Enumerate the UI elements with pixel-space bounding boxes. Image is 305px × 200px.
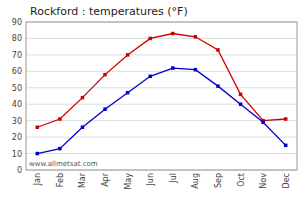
- x-tick-label: Mar: [78, 172, 87, 188]
- y-tick-label: 30: [12, 117, 22, 126]
- point-marker: [103, 73, 107, 77]
- y-tick-label: 10: [12, 150, 22, 159]
- watermark: www.allmetsat.com: [29, 160, 98, 168]
- point-marker: [284, 144, 288, 148]
- y-tick-label: 20: [12, 133, 22, 142]
- grid-line: [26, 54, 297, 55]
- grid-line: [26, 137, 297, 138]
- x-tick-label: Oct: [237, 173, 246, 187]
- point-marker: [36, 125, 40, 129]
- grid-line: [26, 104, 297, 105]
- point-marker: [261, 121, 265, 125]
- series-line: [37, 68, 285, 154]
- point-marker: [148, 75, 152, 79]
- point-marker: [194, 35, 198, 39]
- point-marker: [58, 147, 62, 151]
- y-tick-label: 60: [12, 67, 22, 76]
- point-marker: [148, 37, 152, 41]
- series-line: [37, 34, 285, 128]
- y-tick-label: 80: [12, 34, 22, 43]
- point-marker: [284, 117, 288, 121]
- point-marker: [194, 68, 198, 72]
- x-tick-label: Apr: [101, 172, 110, 187]
- chart-container: 0 10 20 30 40 50 60 70 80 90 Jan Feb Mar Apr May Jun Jul…: [0, 0, 305, 200]
- chart-title: Rockford : temperatures (°F): [30, 5, 188, 18]
- grid-line: [26, 87, 297, 88]
- grid-line: [26, 153, 297, 154]
- point-marker: [81, 96, 85, 100]
- x-tick-label: Jul: [169, 173, 178, 184]
- x-tick-label: Nov: [259, 173, 268, 189]
- y-tick-label: 70: [12, 51, 22, 60]
- plot-frame: [26, 22, 297, 170]
- grid-line: [26, 38, 297, 39]
- x-tick-label: May: [124, 173, 133, 190]
- y-tick-label: 0: [17, 166, 22, 175]
- y-tick-label: 40: [12, 100, 22, 109]
- point-marker: [171, 32, 175, 35]
- plot-data: [36, 32, 288, 156]
- point-marker: [36, 152, 40, 156]
- point-marker: [239, 102, 243, 106]
- x-tick-label: Jun: [146, 173, 155, 187]
- point-marker: [81, 125, 85, 129]
- y-tick-label: 90: [12, 18, 22, 27]
- x-tick-label: Sep: [214, 173, 223, 188]
- point-marker: [171, 66, 175, 70]
- point-marker: [239, 93, 243, 97]
- chart: 0 10 20 30 40 50 60 70 80 90 Jan Feb Mar Apr May Jun Jul…: [0, 0, 305, 200]
- y-tick-label: 50: [12, 84, 22, 93]
- point-marker: [126, 91, 130, 95]
- x-tick-label: Dec: [282, 173, 291, 188]
- grid-line: [26, 120, 297, 121]
- x-tick-label: Aug: [191, 173, 200, 189]
- point-marker: [216, 48, 220, 52]
- point-marker: [126, 53, 130, 57]
- point-marker: [103, 107, 107, 111]
- point-marker: [58, 117, 62, 121]
- x-tick-label: Jan: [33, 173, 42, 186]
- x-tick-label: Feb: [56, 173, 65, 187]
- point-marker: [216, 84, 220, 88]
